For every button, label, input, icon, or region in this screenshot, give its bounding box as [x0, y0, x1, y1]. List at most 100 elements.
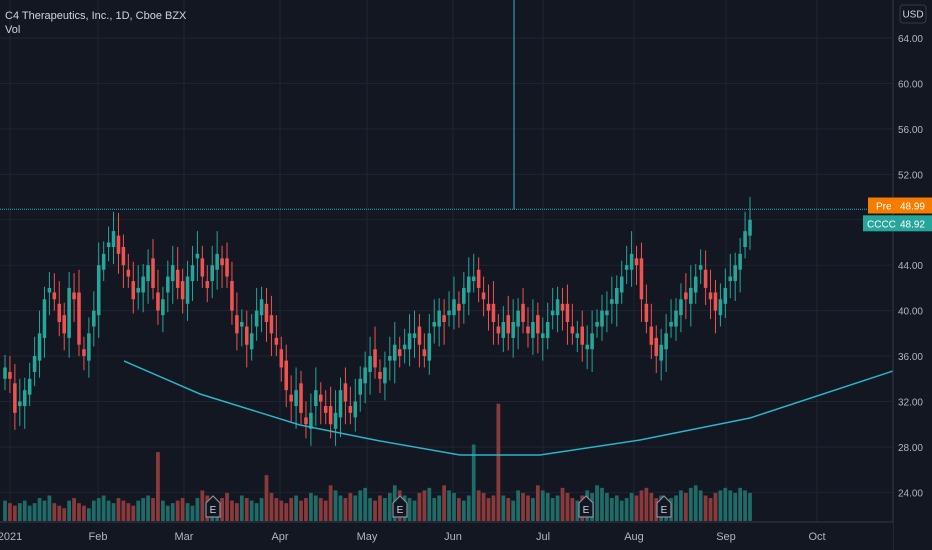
price-tick-label: 28.00: [898, 443, 923, 454]
time-tick-label: Apr: [271, 531, 288, 543]
volume-bar: [595, 485, 599, 521]
candle-body: [136, 287, 140, 293]
chart-legend: C4 Therapeutics, Inc., 1D, Cboe BZX Vol: [5, 9, 186, 37]
candle-body: [669, 322, 673, 327]
candle-body: [506, 315, 511, 334]
candle-body: [486, 303, 491, 311]
volume-bar: [116, 498, 121, 521]
volume-bar: [279, 500, 284, 521]
volume-bar: [407, 498, 412, 521]
candle-body: [536, 315, 540, 334]
candle-body: [600, 310, 604, 327]
volume-bar: [225, 492, 229, 521]
candle-body: [358, 378, 363, 395]
candle-body: [166, 276, 170, 293]
candle-body: [111, 231, 116, 248]
volume-bar: [348, 492, 353, 521]
candle-body: [126, 269, 131, 277]
candle-body: [215, 253, 219, 270]
volume-bar: [8, 503, 12, 521]
candle-body: [491, 303, 496, 322]
volume-bar: [422, 490, 427, 521]
candle-body: [526, 326, 530, 334]
candle-body: [511, 322, 515, 338]
time-tick-label: May: [357, 531, 378, 543]
earnings-marker[interactable]: E: [205, 495, 221, 518]
volume-bar: [447, 490, 451, 521]
candle-body: [388, 356, 392, 361]
volume-bar: [299, 500, 303, 521]
time-tick-label: Jun: [444, 531, 462, 543]
candle-body: [304, 417, 308, 425]
price-tick-label: 64.00: [898, 34, 923, 45]
candle-body: [368, 356, 372, 372]
candle-body: [205, 281, 210, 288]
chart-title: C4 Therapeutics, Inc., 1D, Cboe BZX: [5, 10, 187, 22]
volume-bar: [693, 485, 698, 521]
volume-bar: [269, 492, 274, 521]
candle-body: [67, 287, 71, 338]
candle-body: [328, 406, 333, 425]
volume-bar: [555, 495, 560, 521]
currency-button[interactable]: [899, 4, 927, 24]
time-axis[interactable]: [0, 522, 893, 550]
volume-label: Vol: [5, 24, 21, 36]
candle-body: [279, 349, 284, 368]
volume-bar: [748, 492, 752, 521]
candle-body: [590, 333, 594, 350]
volume-bar: [42, 500, 47, 521]
candle-body: [471, 276, 476, 282]
volume-bar: [17, 503, 22, 521]
volume-bar: [239, 495, 244, 521]
volume-bar: [634, 495, 639, 521]
volume-bar: [698, 490, 703, 521]
candle-body: [402, 344, 407, 350]
volume-bar: [679, 490, 683, 521]
earnings-marker[interactable]: E: [578, 495, 594, 518]
candle-body: [619, 276, 624, 293]
candle-body: [333, 412, 338, 429]
earnings-marker[interactable]: E: [392, 495, 408, 518]
volume-bar: [141, 498, 146, 521]
volume-bar: [743, 490, 747, 521]
candle-body: [550, 310, 555, 316]
volume-bar: [506, 498, 511, 521]
volume-bar: [639, 490, 644, 521]
price-axis[interactable]: [893, 0, 932, 550]
candle-body: [615, 287, 619, 304]
volume-bar: [284, 503, 289, 521]
candle-body: [708, 292, 713, 300]
time-tick-label: Aug: [624, 531, 644, 543]
time-tick-label: Jul: [536, 531, 550, 543]
price-tick-label: 24.00: [898, 488, 923, 499]
candle-body: [32, 356, 37, 372]
candle-body: [560, 303, 565, 311]
volume-bar: [535, 485, 540, 521]
volume-bar: [378, 495, 382, 521]
volume-bar: [412, 500, 417, 521]
volume-bar: [200, 490, 205, 521]
candle-body: [57, 303, 62, 322]
volume-bar: [264, 475, 269, 521]
candle-body: [545, 322, 550, 338]
price-tick-label: 56.00: [898, 125, 923, 136]
volume-bar: [190, 505, 195, 521]
volume-bar: [683, 492, 688, 521]
candle-body: [654, 337, 659, 357]
time-tick-label: 2021: [0, 531, 22, 543]
candle-body: [397, 349, 402, 357]
earnings-marker[interactable]: E: [656, 495, 672, 518]
volume-bar: [708, 498, 713, 521]
volume-bar: [318, 498, 323, 521]
ticker-badge-value: 48.92: [900, 219, 925, 230]
volume-bar: [126, 503, 131, 521]
volume-bar: [165, 505, 170, 521]
candle-body: [659, 344, 663, 361]
candle-body: [96, 265, 101, 316]
volume-bar: [91, 500, 96, 521]
volume-bar: [644, 487, 649, 521]
volume-bar: [82, 505, 86, 521]
volume-bar: [27, 505, 32, 521]
